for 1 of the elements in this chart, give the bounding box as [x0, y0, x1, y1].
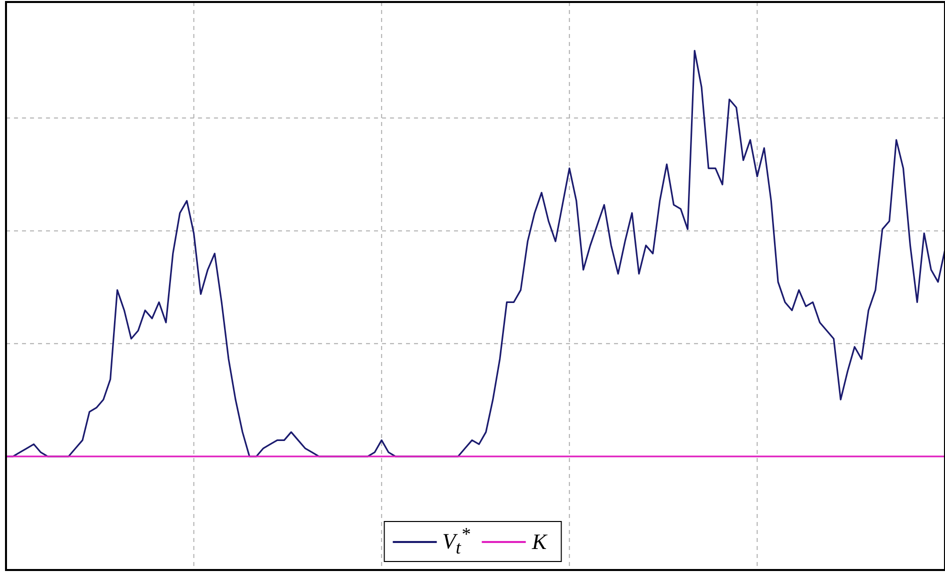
legend-label: K: [532, 528, 547, 555]
